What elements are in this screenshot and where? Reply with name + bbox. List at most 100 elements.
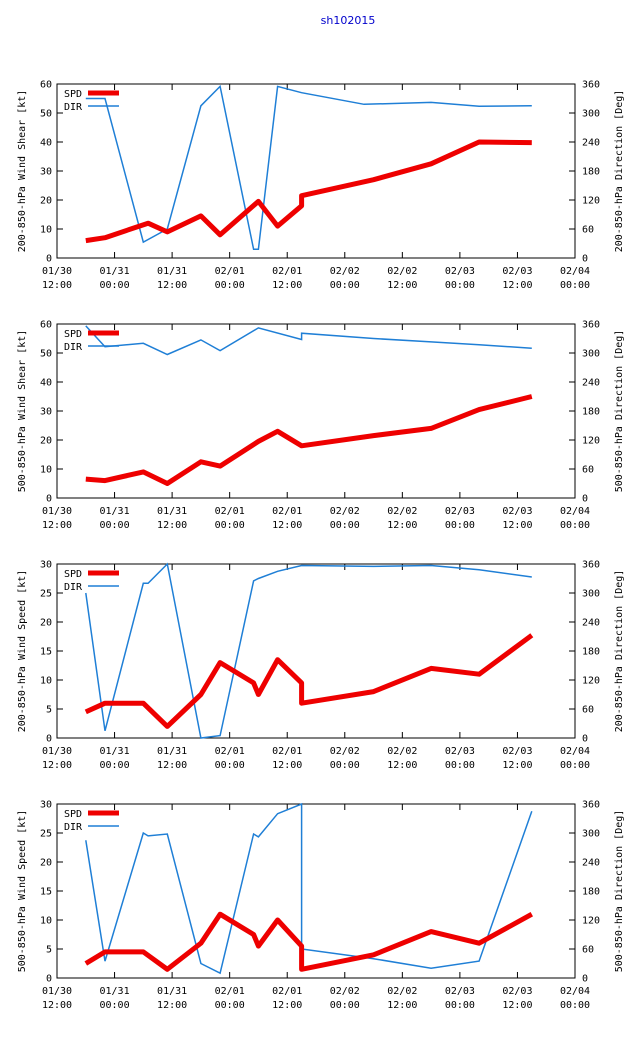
y-tick-label: 20	[40, 436, 52, 447]
x-tick-date: 01/31	[100, 506, 130, 517]
y-tick-label: 5	[46, 705, 52, 716]
x-tick-date: 02/02	[330, 266, 360, 277]
x-tick-date: 02/03	[445, 506, 475, 517]
y2-tick-label: 240	[582, 618, 600, 629]
x-tick-time: 12:00	[387, 760, 417, 771]
x-tick-time: 12:00	[42, 1000, 72, 1011]
y2-tick-label: 360	[582, 800, 600, 811]
y-tick-label: 5	[46, 945, 52, 956]
y2-tick-label: 360	[582, 320, 600, 331]
x-tick-time: 00:00	[560, 520, 590, 531]
x-tick-date: 02/02	[330, 986, 360, 997]
y-axis-label: 200-850-hPa Wind Shear [kt]	[17, 90, 28, 253]
x-tick-date: 01/31	[157, 986, 187, 997]
x-tick-time: 12:00	[157, 280, 187, 291]
y-tick-label: 60	[40, 80, 52, 91]
y2-tick-label: 300	[582, 109, 600, 120]
y-tick-label: 0	[46, 494, 52, 505]
y-tick-label: 10	[40, 225, 52, 236]
x-tick-date: 02/02	[387, 746, 417, 757]
x-tick-time: 00:00	[445, 280, 475, 291]
x-tick-date: 01/31	[157, 266, 187, 277]
y2-axis-label: 200-850-hPa Direction [Deg]	[614, 570, 625, 733]
x-tick-time: 00:00	[330, 760, 360, 771]
legend-dir-label: DIR	[64, 102, 83, 113]
dir-series-line	[85, 84, 532, 251]
x-tick-date: 02/02	[330, 746, 360, 757]
y-tick-label: 30	[40, 167, 52, 178]
y2-tick-label: 120	[582, 196, 600, 207]
x-tick-date: 02/02	[387, 506, 417, 517]
x-tick-time: 12:00	[387, 520, 417, 531]
x-tick-date: 02/03	[445, 746, 475, 757]
y2-tick-label: 300	[582, 589, 600, 600]
x-tick-date: 02/04	[560, 986, 590, 997]
legend-dir-label: DIR	[64, 582, 83, 593]
spd-series-line	[84, 911, 534, 972]
x-tick-date: 02/03	[502, 266, 532, 277]
x-tick-time: 00:00	[560, 760, 590, 771]
x-tick-time: 00:00	[215, 520, 245, 531]
y2-tick-label: 240	[582, 858, 600, 869]
y2-tick-label: 180	[582, 887, 600, 898]
y2-tick-label: 180	[582, 647, 600, 658]
x-tick-time: 12:00	[157, 520, 187, 531]
dir-series-line	[85, 802, 533, 975]
x-tick-time: 12:00	[157, 760, 187, 771]
y-tick-label: 10	[40, 465, 52, 476]
x-tick-date: 01/31	[100, 266, 130, 277]
x-tick-time: 12:00	[42, 760, 72, 771]
x-tick-date: 02/01	[272, 986, 302, 997]
x-tick-time: 12:00	[502, 280, 532, 291]
y2-tick-label: 240	[582, 378, 600, 389]
x-tick-date: 01/30	[42, 986, 72, 997]
x-tick-time: 12:00	[42, 520, 72, 531]
x-tick-time: 12:00	[272, 280, 302, 291]
x-tick-date: 02/01	[215, 986, 245, 997]
y2-tick-label: 60	[582, 705, 594, 716]
y-axis-label: 500-850-hPa Wind Speed [kt]	[17, 810, 28, 973]
x-tick-time: 12:00	[272, 760, 302, 771]
y-tick-label: 15	[40, 647, 52, 658]
y-tick-label: 10	[40, 676, 52, 687]
y2-axis-label: 200-850-hPa Direction [Deg]	[614, 90, 625, 253]
y-tick-label: 40	[40, 378, 52, 389]
x-tick-time: 12:00	[157, 1000, 187, 1011]
chart-panel-2: 0 10 20 30 40 50 60 0 60 120 180 240 300 360 01/30 12:0…	[17, 320, 625, 532]
legend-spd-label: SPD	[64, 809, 82, 820]
chart-panel-4: 05101520253006012018024030036001/3012:00…	[17, 800, 625, 1012]
x-tick-date: 02/01	[272, 746, 302, 757]
x-tick-date: 01/30	[42, 266, 72, 277]
y-tick-label: 40	[40, 138, 52, 149]
x-tick-date: 01/30	[42, 746, 72, 757]
y-tick-label: 50	[40, 109, 52, 120]
y-tick-label: 20	[40, 858, 52, 869]
y2-axis-label: 500-850-hPa Direction [Deg]	[614, 810, 625, 973]
spd-series-line	[85, 139, 532, 244]
x-tick-time: 00:00	[330, 1000, 360, 1011]
y2-tick-label: 60	[582, 465, 594, 476]
y2-tick-label: 360	[582, 560, 600, 571]
x-tick-date: 02/03	[502, 746, 532, 757]
y2-tick-label: 120	[582, 676, 600, 687]
x-tick-time: 00:00	[445, 520, 475, 531]
x-tick-time: 00:00	[215, 760, 245, 771]
y2-tick-label: 60	[582, 225, 594, 236]
x-tick-time: 12:00	[42, 280, 72, 291]
chart-panels: 0 10 20 30 40 50 60 0 60 120 180 240 300 360 01/30 12:0…	[17, 80, 625, 1012]
y-tick-label: 50	[40, 349, 52, 360]
y-tick-label: 20	[40, 196, 52, 207]
dir-series-line	[85, 325, 532, 356]
x-tick-date: 02/03	[445, 266, 475, 277]
spd-series-line	[84, 633, 534, 729]
x-tick-date: 02/02	[387, 986, 417, 997]
legend-dir-label: DIR	[64, 342, 83, 353]
x-tick-time: 00:00	[100, 520, 130, 531]
x-tick-date: 02/01	[215, 266, 245, 277]
y2-tick-label: 240	[582, 138, 600, 149]
x-tick-date: 01/31	[157, 746, 187, 757]
y-tick-label: 30	[40, 800, 52, 811]
y2-tick-label: 0	[582, 974, 588, 985]
x-tick-time: 00:00	[100, 280, 130, 291]
y-tick-label: 25	[40, 829, 52, 840]
